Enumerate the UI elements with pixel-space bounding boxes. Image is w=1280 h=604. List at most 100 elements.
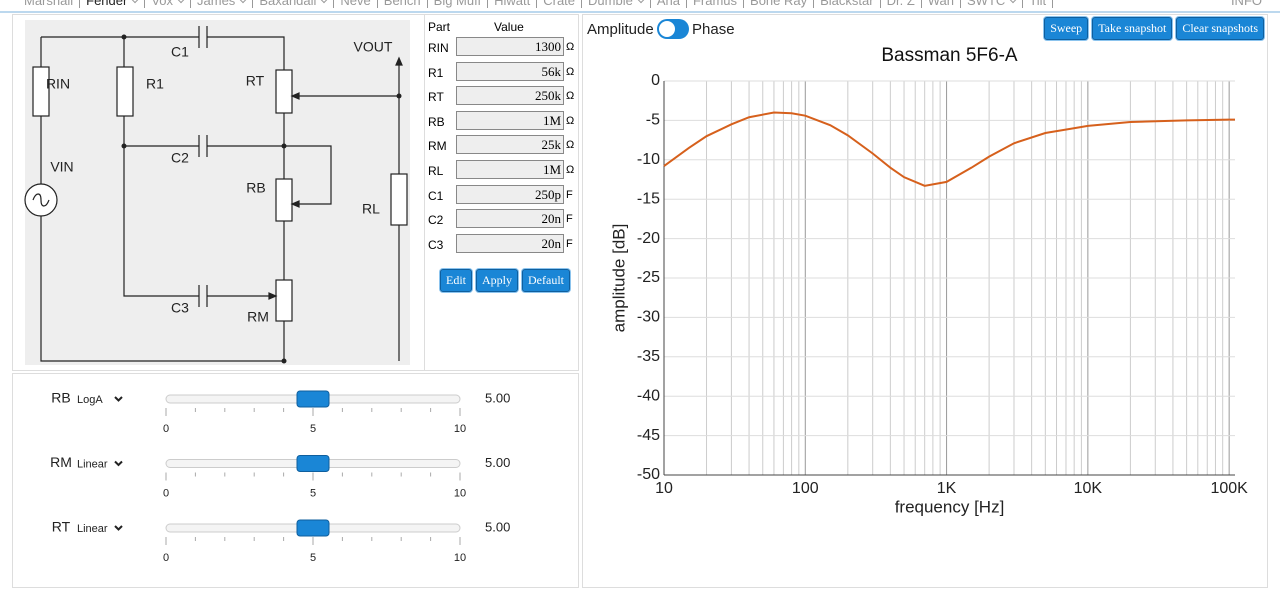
nav-item[interactable]: Ana xyxy=(650,0,687,8)
part-unit: Ω xyxy=(566,90,575,103)
y-tick-label: -15 xyxy=(637,190,660,207)
nav-item[interactable]: Marshall xyxy=(18,0,81,8)
button[interactable]: Sweep xyxy=(1044,17,1089,40)
x-tick-label: 10K xyxy=(1074,480,1103,497)
nav-item[interactable]: Neve xyxy=(334,0,378,8)
nav-item[interactable]: Blackstar xyxy=(814,0,881,8)
part-value[interactable]: 1M xyxy=(456,110,564,130)
button[interactable]: Apply xyxy=(476,269,518,292)
part-unit: Ω xyxy=(566,114,575,127)
table-row: C2 20n F xyxy=(428,209,578,231)
slider-thumb[interactable] xyxy=(296,455,330,472)
y-tick-label: -30 xyxy=(637,309,660,326)
component-label: C2 xyxy=(171,150,189,166)
part-value[interactable]: 1300 xyxy=(456,37,564,56)
slider-value: 5.00 xyxy=(485,390,510,405)
part-name: R1 xyxy=(428,65,444,80)
chart-buttons: Sweep Take snapshot Clear snapshots xyxy=(1044,17,1264,40)
data-line xyxy=(663,111,1235,187)
part-unit: F xyxy=(566,188,573,201)
slider-tick-label: 10 xyxy=(454,423,466,435)
part-value[interactable]: 20n xyxy=(456,209,564,229)
slider-value: 5.00 xyxy=(485,519,510,534)
y-tick-label: -10 xyxy=(637,151,660,168)
nav-underline xyxy=(0,11,1280,13)
nav-item[interactable]: Hiwatt xyxy=(488,0,538,8)
toggle-switch[interactable] xyxy=(657,19,689,39)
part-unit: Ω xyxy=(566,139,575,152)
part-name: RB xyxy=(428,114,445,129)
taper-select[interactable]: Linear xyxy=(77,523,108,535)
slider-panel xyxy=(12,373,579,588)
info-link[interactable]: INFO xyxy=(1230,0,1262,8)
component-label: C1 xyxy=(171,44,189,60)
button[interactable]: Take snapshot xyxy=(1092,17,1173,40)
slider-tick-label: 0 xyxy=(163,423,169,435)
part-name: RT xyxy=(428,90,444,105)
y-axis-label: amplitude [dB] xyxy=(609,224,628,333)
part-name: C3 xyxy=(428,237,444,252)
table-row: RT 250k Ω xyxy=(428,86,578,108)
slider-thumb[interactable] xyxy=(296,390,330,408)
schematic: C1 RIN R1 RT VOUT C2 VIN RB RL C3 RM xyxy=(24,20,410,365)
nav-item[interactable]: Big Muff xyxy=(427,0,489,8)
taper-select[interactable]: LogA xyxy=(77,394,103,406)
slider-tick-label: 0 xyxy=(163,487,169,499)
button[interactable]: Default xyxy=(522,269,570,292)
component-label: RM xyxy=(247,309,269,325)
nav-item[interactable]: Bone Ray xyxy=(744,0,815,8)
part-buttons: Edit Apply Default xyxy=(440,269,570,292)
component-label: RIN xyxy=(46,76,70,92)
slider-thumb[interactable] xyxy=(296,519,330,537)
part-unit: Ω xyxy=(566,65,575,78)
component-label: VOUT xyxy=(354,39,393,55)
y-tick-label: -40 xyxy=(637,387,660,404)
part-value[interactable]: 20n xyxy=(456,233,564,253)
part-name: RL xyxy=(428,164,444,178)
y-tick-label: -50 xyxy=(637,466,660,483)
component-label: RL xyxy=(362,201,380,217)
toggle-left: Amplitude xyxy=(587,21,654,38)
part-name: RIN xyxy=(428,41,449,55)
nav-bar: Marshall Fender Vox James Baxandall Neve Bench… xyxy=(18,0,1054,8)
nodes xyxy=(121,34,402,364)
nav-item[interactable]: SWTC xyxy=(961,0,1024,8)
part-value[interactable]: 56k xyxy=(456,61,564,81)
toggle-knob xyxy=(659,21,675,37)
part-name: RM xyxy=(428,139,447,154)
taper-select[interactable]: Linear xyxy=(77,458,108,470)
component-label: RB xyxy=(246,180,265,196)
x-tick-label: 100 xyxy=(792,480,819,497)
slider-name: RT xyxy=(52,519,71,535)
nav-item[interactable]: Framus xyxy=(686,0,745,8)
part-name: C2 xyxy=(428,213,444,228)
part-value[interactable]: 250p xyxy=(456,184,564,204)
nav-item[interactable]: Dumble xyxy=(582,0,651,8)
toggle-right: Phase xyxy=(692,21,735,38)
nav-item[interactable]: Bench xyxy=(377,0,428,8)
button[interactable]: Clear snapshots xyxy=(1176,17,1264,40)
part-unit: F xyxy=(566,213,573,226)
slider-tick-label: 5 xyxy=(310,423,316,435)
table-header: Value xyxy=(494,20,524,34)
x-axis-label: frequency [Hz] xyxy=(895,497,1005,516)
nav-item[interactable]: James xyxy=(191,0,254,8)
nav-item[interactable]: Tilt xyxy=(1023,0,1054,8)
nav-item[interactable]: Baxandall xyxy=(253,0,335,8)
taper-caret xyxy=(114,396,123,402)
nav-item[interactable]: Dr. Z xyxy=(880,0,922,8)
button[interactable]: Edit xyxy=(440,269,472,292)
part-value[interactable]: 25k xyxy=(456,135,564,155)
slider-value: 5.00 xyxy=(485,455,510,470)
slider-name: RB xyxy=(51,390,70,406)
nav-item[interactable]: Crate xyxy=(537,0,583,8)
nav-item[interactable]: Wan xyxy=(921,0,962,8)
part-value[interactable]: 250k xyxy=(456,86,564,106)
part-value[interactable]: 1M xyxy=(456,160,564,179)
nav-item[interactable]: Vox xyxy=(145,0,192,8)
table-row: C3 20n F xyxy=(428,233,578,256)
nav-item[interactable]: Fender xyxy=(80,0,146,8)
table-header: Part xyxy=(428,20,451,34)
